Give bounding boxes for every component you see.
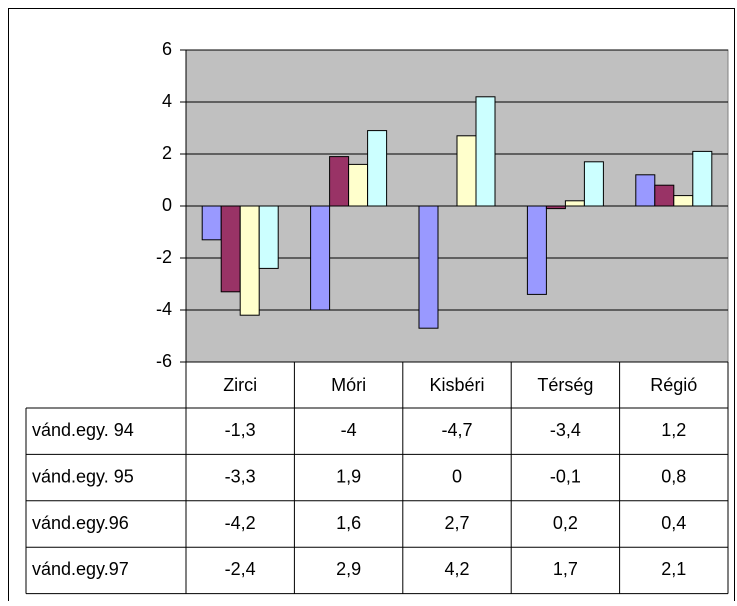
table-cell: 1,6 — [336, 513, 361, 533]
table-cell: -4,7 — [441, 420, 472, 440]
legend-label: vánd.egy.96 — [32, 513, 129, 533]
table-cell: -4 — [341, 420, 357, 440]
bar — [673, 195, 694, 207]
y-tick-label: 6 — [162, 39, 172, 59]
bar — [456, 135, 477, 207]
x-tick-label: Zirci — [223, 375, 257, 395]
bar — [475, 96, 496, 207]
table-cell: 1,7 — [553, 559, 578, 579]
table-cell: 2,9 — [336, 559, 361, 579]
table-cell: 4,2 — [444, 559, 469, 579]
y-tick-label: -2 — [156, 247, 172, 267]
table-cell: 2,7 — [444, 513, 469, 533]
y-tick-label: -6 — [156, 351, 172, 371]
x-tick-label: Régió — [650, 375, 697, 395]
y-tick-label: -4 — [156, 299, 172, 319]
bar — [692, 150, 713, 207]
bar — [418, 205, 439, 329]
table-cell: -1,3 — [225, 420, 256, 440]
table-cell: -3,4 — [550, 420, 581, 440]
table-cell: 0,8 — [661, 466, 686, 486]
table-cell: -4,2 — [225, 513, 256, 533]
bar — [545, 205, 566, 210]
table-cell: 0,2 — [553, 513, 578, 533]
y-tick-label: 0 — [162, 195, 172, 215]
table-cell: 1,9 — [336, 466, 361, 486]
chart-border — [8, 8, 735, 606]
x-tick-label: Térség — [537, 375, 593, 395]
x-tick-label: Móri — [331, 375, 366, 395]
bar — [526, 205, 547, 295]
table-cell: -2,4 — [225, 559, 256, 579]
bar — [201, 205, 222, 241]
legend-label: vánd.egy. 95 — [32, 466, 134, 486]
table-cell: 2,1 — [661, 559, 686, 579]
bar — [367, 130, 388, 207]
table-cell: -0,1 — [550, 466, 581, 486]
legend-label: vánd.egy.97 — [32, 559, 129, 579]
table-cell: 0,4 — [661, 513, 686, 533]
table-cell: 1,2 — [661, 420, 686, 440]
bar — [239, 205, 260, 316]
bar — [310, 205, 331, 311]
bar — [654, 184, 675, 207]
bar — [329, 156, 350, 207]
bar — [220, 205, 241, 293]
y-tick-label: 2 — [162, 143, 172, 163]
table-cell: -3,3 — [225, 466, 256, 486]
x-tick-label: Kisbéri — [429, 375, 484, 395]
bar — [258, 205, 279, 269]
bar — [348, 163, 369, 207]
table-cell: 0 — [452, 466, 462, 486]
bar — [564, 200, 585, 207]
legend-label: vánd.egy. 94 — [32, 420, 134, 440]
bar — [583, 161, 604, 207]
bar — [635, 174, 656, 207]
y-tick-label: 4 — [162, 91, 172, 111]
